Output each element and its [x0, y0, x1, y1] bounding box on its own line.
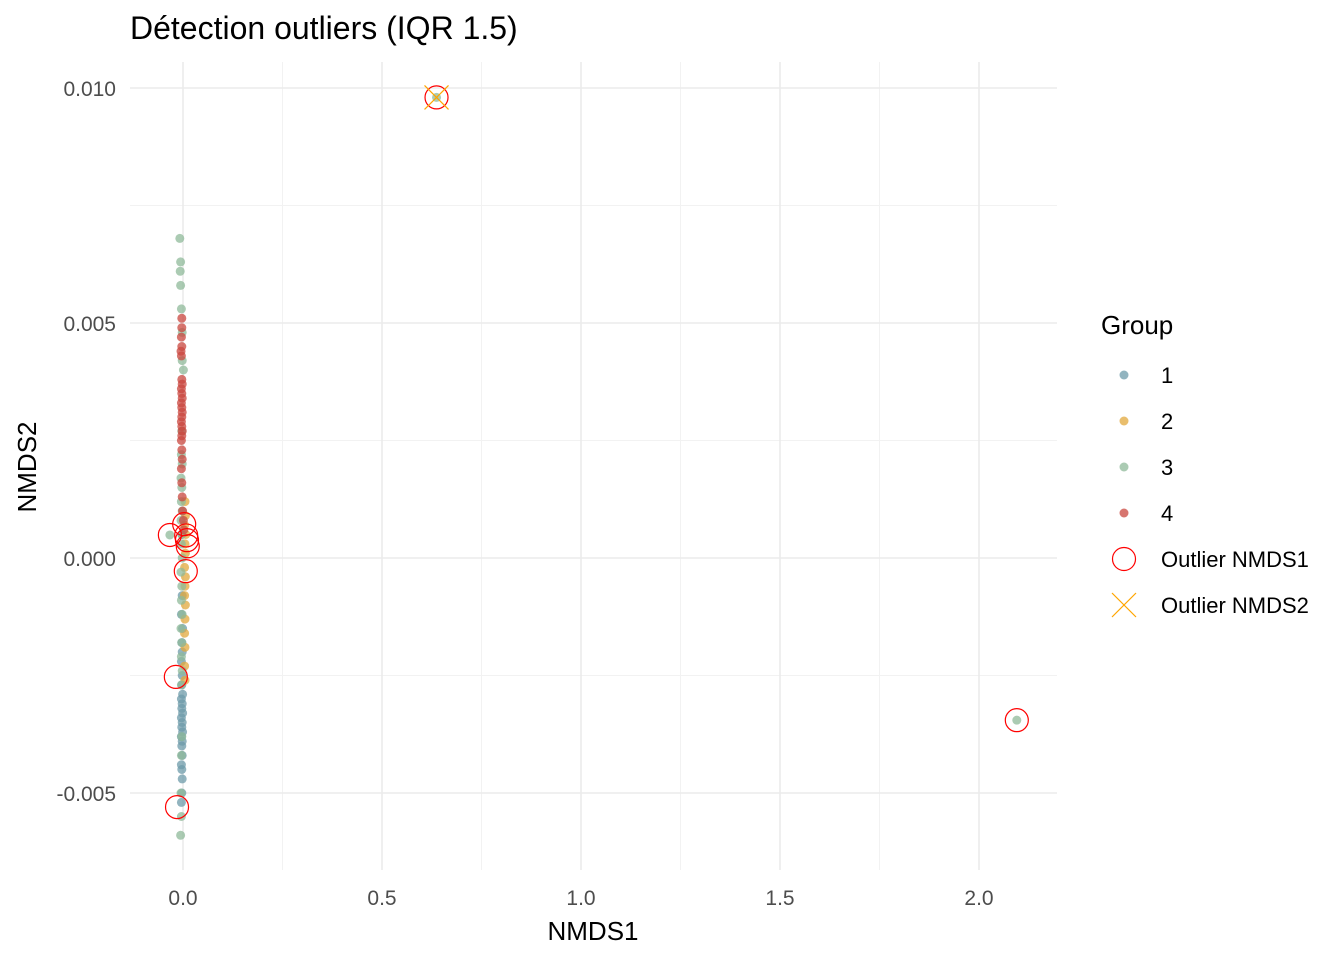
- data-point-group-3: [176, 652, 186, 662]
- legend-label: 1: [1161, 363, 1173, 388]
- y-tick-label: 0.000: [63, 548, 116, 571]
- legend-label: 2: [1161, 409, 1173, 434]
- data-point-group-1: [176, 797, 186, 807]
- legend-label: 4: [1161, 501, 1173, 526]
- x-tick-label: 2.0: [964, 887, 993, 910]
- data-point-group-1: [177, 774, 187, 784]
- legend-title: Group: [1101, 310, 1173, 340]
- data-point-group-1: [177, 741, 187, 751]
- outlier-nmds2-marker: [424, 84, 449, 110]
- legend-item: Outlier NMDS1: [1111, 546, 1309, 572]
- outlier-nmds1-marker: [424, 85, 449, 110]
- x-axis-label: NMDS1: [547, 916, 638, 946]
- legend-key-dot: [1119, 416, 1129, 426]
- outlier-nmds1-marker: [174, 528, 200, 553]
- data-point-group-3: [178, 365, 188, 375]
- outlier-nmds1-marker: [173, 559, 198, 584]
- legend-label: Outlier NMDS1: [1161, 547, 1309, 572]
- data-point-group-3: [177, 732, 187, 742]
- legend-item: 1: [1119, 363, 1173, 388]
- outlier-nmds1-marker: [164, 794, 190, 820]
- data-point-group-3: [175, 233, 185, 243]
- x-tick-label: 0.5: [367, 887, 396, 910]
- legend-item: 3: [1119, 455, 1173, 480]
- legend-key-cross-icon: [1111, 592, 1137, 618]
- x-tick-label: 1.0: [566, 887, 595, 910]
- data-point-group-3: [176, 595, 186, 605]
- data-point-group-3: [176, 280, 186, 290]
- data-point-group-1: [177, 765, 187, 774]
- legend-item: 2: [1119, 409, 1173, 434]
- y-tick-label: 0.010: [63, 78, 116, 101]
- data-point-group-3: [176, 624, 186, 633]
- data-point-group-3: [176, 304, 186, 314]
- chart-title: Détection outliers (IQR 1.5): [130, 10, 518, 46]
- data-point-group-3: [176, 257, 186, 267]
- legend-key-dot: [1119, 508, 1129, 518]
- y-tick-label: -0.005: [56, 783, 116, 806]
- data-point-group-4: [176, 351, 186, 361]
- legend-key-circle-icon: [1111, 546, 1137, 572]
- y-axis-ticks: -0.005 0.000 0.005 0.010: [56, 78, 116, 806]
- data-point-group-4: [176, 332, 186, 342]
- data-point-group-3: [175, 266, 185, 276]
- points: [157, 84, 1029, 840]
- legend-key-dot: [1119, 462, 1129, 472]
- outlier-nmds1-marker: [175, 534, 200, 559]
- data-point-group-4: [176, 464, 186, 474]
- data-point-group-4: [177, 313, 187, 323]
- data-point-group-3: [177, 581, 187, 591]
- data-point-group-4: [177, 445, 187, 455]
- outlier-nmds1-marker: [163, 664, 188, 690]
- outlier-nmds1-marker: [1004, 708, 1029, 733]
- data-point-group-4: [176, 436, 186, 445]
- data-point-group-3: [177, 609, 187, 619]
- cross-stroke: [424, 84, 449, 110]
- legend-item: Outlier NMDS2: [1111, 592, 1309, 618]
- legend-label: 3: [1161, 455, 1173, 480]
- data-point-group-3: [176, 830, 186, 840]
- data-point-group-4: [177, 454, 187, 464]
- data-point-group-3: [176, 567, 186, 577]
- data-point-group-3: [176, 680, 186, 690]
- data-point-group-3: [176, 750, 186, 760]
- x-axis-ticks: 0.0 0.5 1.0 1.5 2.0: [168, 887, 993, 910]
- x-tick-label: 1.5: [765, 887, 794, 910]
- data-point-group-4: [177, 323, 187, 333]
- data-point-group-4: [178, 515, 188, 525]
- data-point-group-3: [165, 530, 175, 540]
- legend-key-dot: [1119, 370, 1129, 380]
- legend: Group 1 2 3 4 Outlier NMDS1 Outlier NMDS2: [1101, 310, 1309, 618]
- y-tick-label: 0.005: [63, 313, 116, 336]
- grid: [130, 62, 1057, 870]
- x-tick-label: 0.0: [168, 887, 197, 910]
- data-point-group-4: [177, 478, 187, 488]
- legend-label: Outlier NMDS2: [1161, 593, 1309, 618]
- data-point-group-3: [1012, 715, 1022, 725]
- data-point-group-4: [177, 492, 187, 502]
- legend-item: 4: [1119, 501, 1173, 526]
- data-point-group-3: [177, 638, 187, 648]
- y-axis-label: NMDS2: [12, 421, 42, 512]
